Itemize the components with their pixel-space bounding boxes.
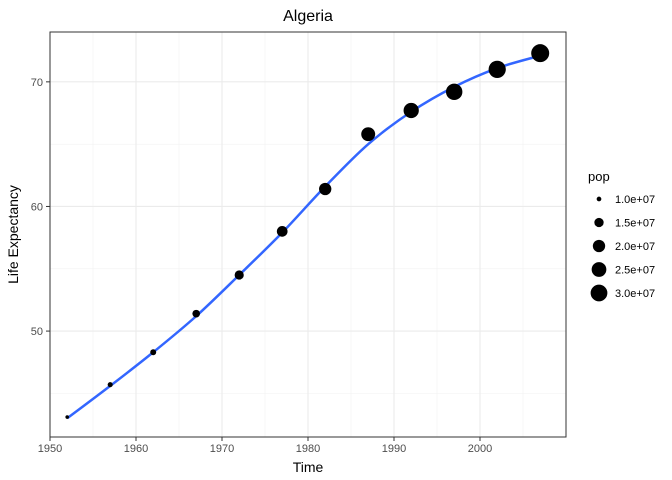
y-axis: 50 60 70	[31, 77, 50, 338]
legend-key	[590, 284, 608, 302]
data-point	[276, 226, 288, 237]
data-point	[403, 102, 419, 119]
legend-label: 2.5e+07	[615, 265, 655, 277]
y-tick-label: 60	[31, 201, 43, 213]
y-axis-title: Life Expectancy	[5, 185, 21, 284]
legend-label: 2.0e+07	[615, 241, 655, 253]
points	[65, 44, 550, 419]
data-point	[107, 382, 113, 388]
legend-key	[592, 239, 606, 253]
x-tick-label: 2000	[468, 443, 492, 455]
x-tick-label: 1960	[124, 443, 148, 455]
y-tick-label: 50	[31, 326, 43, 338]
x-tick-label: 1970	[210, 443, 234, 455]
legend-label: 1.5e+07	[615, 218, 655, 230]
legend-key	[594, 217, 604, 228]
chart-title: Algeria	[283, 8, 333, 25]
data-point	[446, 83, 463, 101]
legend-key	[591, 262, 607, 277]
data-point	[488, 60, 506, 79]
data-point	[319, 182, 332, 196]
y-tick-label: 70	[31, 77, 43, 89]
data-point	[192, 309, 201, 318]
legend-label: 1.0e+07	[615, 194, 655, 206]
legend-key	[596, 196, 602, 202]
data-point	[531, 44, 550, 63]
data-point	[65, 415, 69, 419]
x-tick-label: 1990	[382, 443, 406, 455]
data-point	[361, 127, 376, 142]
x-tick-label: 1980	[296, 443, 320, 455]
legend-title: pop	[588, 169, 610, 184]
x-axis-title: Time	[293, 459, 324, 475]
x-axis: 1950 1960 1970 1980 1990 2000	[38, 437, 492, 455]
legend-label: 3.0e+07	[615, 288, 655, 300]
data-point	[150, 349, 157, 356]
data-point	[234, 270, 244, 280]
legend: pop 1.0e+07 1.5e+07 2.0e+07 2.5e+07 3.0e+07	[588, 169, 655, 302]
x-tick-label: 1950	[38, 443, 62, 455]
legend-entries: 1.0e+07 1.5e+07 2.0e+07 2.5e+07 3.0e+07	[590, 194, 655, 302]
